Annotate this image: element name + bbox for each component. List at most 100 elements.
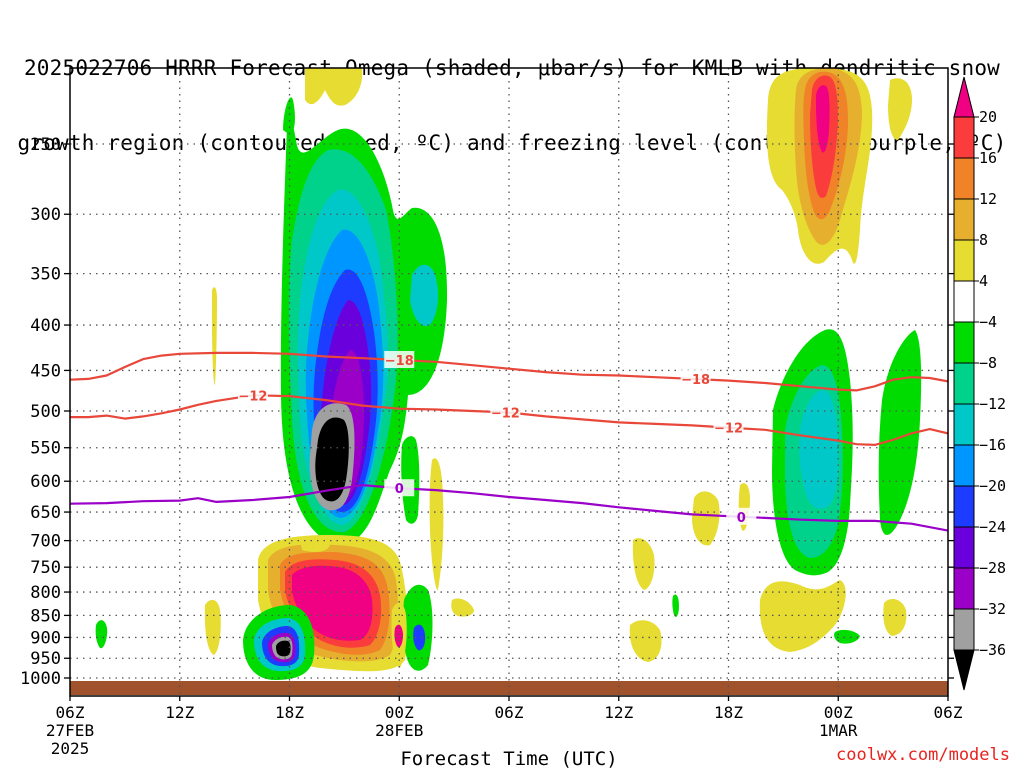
colorbar-label-8: −16 bbox=[979, 436, 1006, 454]
x-tick-label-0: 06Z bbox=[56, 703, 85, 722]
contour-label-bg--18-0 bbox=[384, 351, 415, 369]
omega-cell-9 bbox=[672, 594, 679, 617]
colorbar-band--32 bbox=[953, 567, 975, 610]
contour-0 bbox=[70, 484, 948, 532]
omega-low-cell-minus-36 bbox=[276, 640, 291, 657]
colorbar-max-arrow bbox=[953, 76, 975, 118]
y-tick-label-250: 250 bbox=[30, 135, 61, 155]
y-tick-label-700: 700 bbox=[30, 532, 61, 552]
omega-top-green bbox=[283, 97, 295, 135]
contour-label-bg--18-1 bbox=[680, 370, 711, 388]
contour-labels: −18 −18 −12 −12 −12 0 0 bbox=[237, 351, 757, 526]
colorbar-label-10: −24 bbox=[979, 518, 1006, 536]
x-tick-year-0: 2025 bbox=[51, 739, 90, 758]
y-tick-label-550: 550 bbox=[30, 439, 61, 459]
colorbar-label-7: −12 bbox=[979, 395, 1006, 413]
y-tick-label-950: 950 bbox=[30, 649, 61, 669]
contour-label-0-1: 0 bbox=[737, 511, 746, 526]
colorbar-band--20 bbox=[953, 444, 975, 487]
omega-cell-8 bbox=[632, 538, 655, 590]
colorbar-band--16 bbox=[953, 403, 975, 446]
colorbar-label-0: 20 bbox=[979, 108, 997, 126]
colorbar-label-6: −8 bbox=[979, 354, 997, 372]
x-tick-label-24: 06Z bbox=[495, 703, 524, 722]
contour-label-bg--12-0 bbox=[237, 386, 268, 404]
x-tick-label-12: 18Z bbox=[275, 703, 304, 722]
contour--18 bbox=[70, 351, 948, 392]
y-axis: 2503003504004505005506006507007508008509… bbox=[20, 135, 954, 689]
x-tick-label-30: 12Z bbox=[604, 703, 633, 722]
omega-cell-6 bbox=[305, 68, 363, 106]
contour-label--12-2: −12 bbox=[714, 422, 743, 437]
omega-band-plus-20 bbox=[292, 565, 373, 641]
omega-cyan-blob bbox=[410, 264, 438, 326]
colorbar-min-arrow bbox=[953, 649, 975, 691]
colorbar-label-1: 16 bbox=[979, 149, 997, 167]
y-tick-label-400: 400 bbox=[30, 316, 61, 336]
x-tick-label-18: 00Z bbox=[385, 703, 414, 722]
y-tick-label-300: 300 bbox=[30, 205, 61, 225]
x-tick-label-42: 00Z bbox=[824, 703, 853, 722]
colorbar-band-4 bbox=[953, 239, 975, 282]
x-tick-date-0: 27FEB bbox=[46, 721, 94, 740]
x-axis-label: Forecast Time (UTC) bbox=[400, 748, 617, 768]
colorbar: 20 16 12 8 4 −4 −8 −12 −16 −20 −24 −28 −32 −36 bbox=[953, 76, 1006, 691]
y-tick-label-850: 850 bbox=[30, 606, 61, 626]
colorbar-label-4: 4 bbox=[979, 272, 988, 290]
omega-cell-15-core bbox=[413, 624, 426, 651]
contour-label-bg--12-2 bbox=[713, 418, 744, 436]
omega-right-minus-12 bbox=[799, 390, 839, 509]
omega-cell-13 bbox=[834, 629, 860, 644]
omega-right-plus-20 bbox=[816, 85, 830, 153]
colorbar-label-12: −32 bbox=[979, 600, 1006, 618]
omega-shading bbox=[95, 68, 922, 680]
x-tick-label-36: 18Z bbox=[714, 703, 743, 722]
x-tick-label-6: 12Z bbox=[165, 703, 194, 722]
colorbar-label-2: 12 bbox=[979, 190, 997, 208]
y-tick-label-600: 600 bbox=[30, 472, 61, 492]
omega-cell-14 bbox=[883, 598, 907, 636]
y-tick-label-800: 800 bbox=[30, 583, 61, 603]
contour-label-bg-0-1 bbox=[726, 507, 757, 525]
gridlines bbox=[70, 68, 948, 696]
y-tick-label-450: 450 bbox=[30, 361, 61, 381]
omega-cell-7 bbox=[629, 620, 662, 662]
omega-right-plus-4b bbox=[888, 78, 912, 140]
x-tick-date-18: 28FEB bbox=[375, 721, 423, 740]
contour-label--18-0: −18 bbox=[385, 354, 414, 369]
colorbar-label-5: −4 bbox=[979, 313, 997, 331]
omega-cell-3 bbox=[212, 287, 217, 385]
y-tick-label-900: 900 bbox=[30, 628, 61, 648]
y-tick-label-500: 500 bbox=[30, 402, 61, 422]
colorbar-band-neutral bbox=[953, 280, 975, 323]
omega-cell-1 bbox=[95, 620, 108, 649]
credit-link[interactable]: coolwx.com/models bbox=[836, 745, 1010, 765]
x-tick-date-42: 1MAR bbox=[819, 721, 858, 740]
omega-cell-10 bbox=[692, 491, 720, 546]
colorbar-band--36 bbox=[953, 608, 975, 651]
x-tick-label-48: 06Z bbox=[934, 703, 963, 722]
colorbar-label-11: −28 bbox=[979, 559, 1006, 577]
ground-strip bbox=[70, 681, 948, 695]
y-tick-label-650: 650 bbox=[30, 503, 61, 523]
colorbar-band--28 bbox=[953, 526, 975, 569]
omega-cell-2 bbox=[204, 599, 221, 655]
colorbar-label-13: −36 bbox=[979, 641, 1006, 659]
contour-label-0-0: 0 bbox=[395, 482, 404, 497]
omega-cell-5 bbox=[451, 598, 474, 617]
omega-band-minus-36 bbox=[315, 417, 349, 502]
contour-label--18-1: −18 bbox=[681, 373, 710, 388]
colorbar-label-3: 8 bbox=[979, 231, 988, 249]
y-tick-label-350: 350 bbox=[30, 265, 61, 285]
y-tick-label-1000: 1000 bbox=[20, 669, 61, 689]
colorbar-label-9: −20 bbox=[979, 477, 1006, 495]
omega-cell-4 bbox=[429, 458, 444, 591]
contour-label--12-0: −12 bbox=[238, 389, 267, 404]
contour-label-bg--12-1 bbox=[490, 403, 521, 421]
colorbar-band--24 bbox=[953, 485, 975, 528]
omega-cell-12 bbox=[759, 580, 846, 652]
omega-yellow-chip bbox=[300, 537, 330, 553]
colorbar-band-16 bbox=[953, 116, 975, 159]
